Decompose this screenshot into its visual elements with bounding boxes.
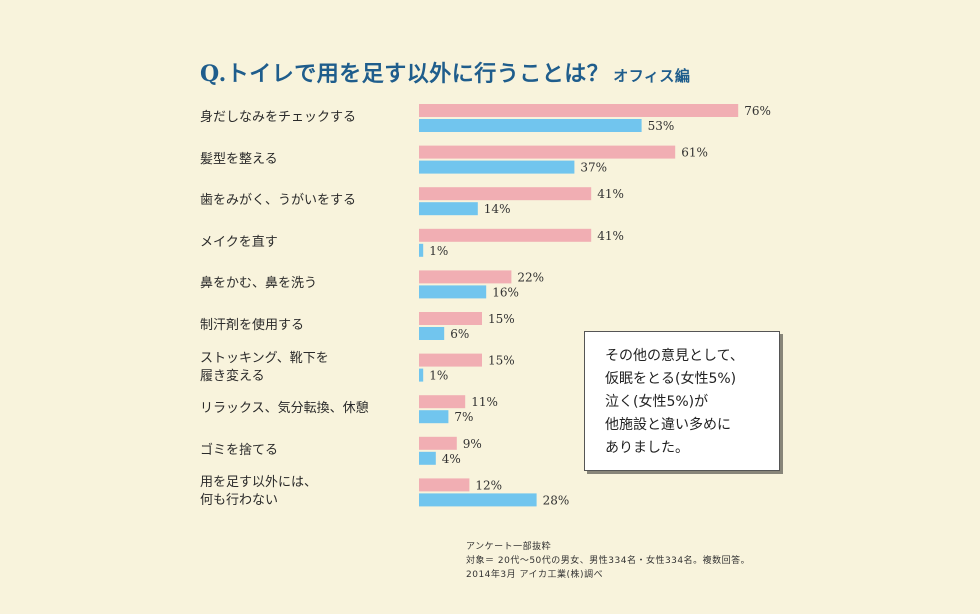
bar-series1 — [419, 395, 466, 409]
bar-series2 — [419, 410, 449, 424]
data-label: 76% — [744, 104, 771, 118]
note-box: その他の意見として、 仮眠をとる(女性5%) 泣く(女性5%)が 他施設と違い多… — [584, 331, 780, 471]
data-label: 11% — [471, 395, 498, 409]
bar-series1 — [419, 145, 676, 159]
bar-series2 — [419, 160, 575, 174]
footnote: アンケート一部抜粋 対象＝ 20代～50代の男女、男性334名・女性334名。複… — [466, 542, 751, 580]
category-label: 鼻をかむ、鼻を洗う — [200, 276, 318, 292]
data-label: 41% — [597, 187, 624, 201]
data-label: 61% — [681, 146, 708, 160]
category-label: 身だしなみをチェックする — [200, 110, 357, 125]
category-label: 髪型を整える — [200, 151, 278, 167]
chart-title-main: Q.トイレで用を足す以外に行うことは？ — [200, 61, 610, 87]
chart-title: Q.トイレで用を足す以外に行うことは？ オフィス編 — [200, 56, 690, 88]
category-label: 歯をみがく、うがいをする — [200, 193, 357, 209]
data-label: 15% — [488, 354, 515, 368]
data-label: 15% — [488, 312, 515, 326]
data-label: 7% — [454, 410, 473, 424]
chart-subtitle: オフィス編 — [613, 67, 691, 85]
bar-series2 — [419, 285, 487, 299]
data-label: 12% — [475, 478, 502, 492]
data-label: 9% — [463, 437, 482, 451]
bar-series1 — [419, 312, 482, 325]
bar-series1 — [419, 104, 739, 117]
category-label: リラックス、気分転換、休憩 — [200, 401, 369, 417]
data-label: 6% — [450, 327, 469, 341]
bar-series2 — [419, 243, 424, 257]
category-label: 制汗剤を使用する — [200, 318, 305, 333]
bar-series2 — [419, 119, 642, 132]
data-label: 37% — [580, 161, 607, 175]
bar-series1 — [419, 228, 592, 242]
bar-series2 — [419, 368, 424, 382]
data-label: 28% — [543, 493, 570, 507]
category-label: 用を足す以外には、 何も行わない — [200, 475, 318, 509]
bar-series2 — [419, 327, 445, 340]
data-label: 22% — [517, 270, 544, 284]
bar-series2 — [419, 202, 478, 216]
data-label: 1% — [429, 369, 448, 383]
data-label: 53% — [648, 119, 675, 133]
data-label: 14% — [484, 202, 511, 216]
bar-series2 — [419, 493, 537, 507]
bar-series1 — [419, 187, 592, 201]
data-label: 41% — [597, 229, 624, 243]
data-label: 4% — [442, 452, 461, 466]
data-label: 16% — [492, 285, 519, 299]
category-label: メイクを直す — [200, 234, 278, 250]
bar-series1 — [419, 478, 470, 492]
bar-series2 — [419, 451, 436, 465]
bar-series1 — [419, 353, 482, 367]
category-label: ゴミを捨てる — [200, 442, 279, 458]
category-label: ストッキング、靴下を 履き変える — [200, 350, 329, 384]
bar-series1 — [419, 270, 512, 284]
data-label: 1% — [429, 244, 448, 258]
bar-series1 — [419, 436, 457, 450]
